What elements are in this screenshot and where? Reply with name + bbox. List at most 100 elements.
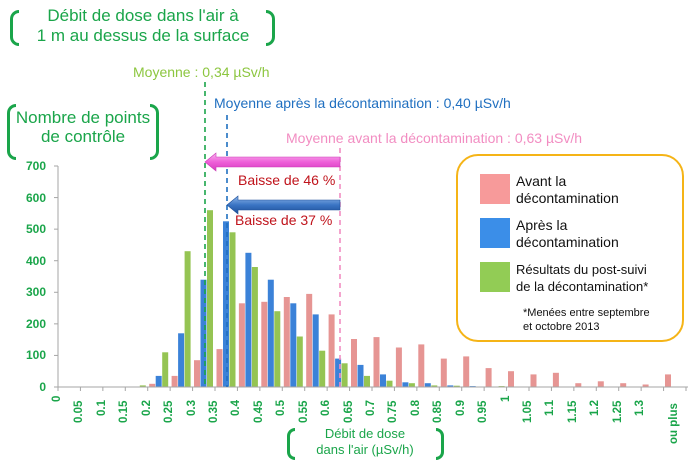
legend-swatch-post	[480, 262, 510, 292]
xtitle-bracket-right	[436, 428, 444, 460]
x-tick-label: 0.25	[163, 400, 176, 423]
x-tick-label: 0.55	[297, 400, 310, 423]
x-tick-label: 0.9	[454, 400, 467, 416]
bar	[395, 347, 402, 387]
y-tick-label: 500	[25, 222, 46, 237]
arrow-37-icon	[226, 195, 341, 215]
bar	[283, 297, 290, 387]
chart-title: Débit de dose dans l'air à 1 m au dessus…	[18, 6, 268, 46]
y-axis-title-line1: Nombre de points	[15, 108, 151, 127]
reduction-46-label: Baisse de 46 %	[238, 172, 336, 188]
x-tick-label: 1.15	[566, 400, 579, 423]
x-tick-label: 0.2	[140, 400, 153, 416]
reduction-37-label: Baisse de 37 %	[235, 212, 333, 228]
x-tick-label: 1.3	[634, 400, 647, 416]
bar	[155, 375, 162, 387]
x-tick-label: ou plus	[667, 403, 680, 444]
x-tick-label: 0.75	[387, 400, 400, 423]
bar	[530, 374, 537, 387]
bar	[418, 344, 425, 387]
title-bracket-left	[10, 10, 19, 46]
x-tick-label: 1.2	[589, 400, 602, 416]
x-tick-label: 1.05	[522, 400, 534, 423]
bar	[312, 314, 319, 387]
x-tick-label: 0.3	[185, 400, 198, 416]
x-tick-label: 0.05	[73, 400, 86, 423]
mean-before-label: Moyenne avant la décontamination : 0,63 …	[286, 130, 583, 146]
bar	[453, 385, 460, 387]
bar	[223, 221, 229, 388]
x-axis-title-line2: dans l'air (µSv/h)	[316, 442, 414, 457]
x-tick-label: 0.5	[275, 400, 288, 416]
bar	[184, 251, 191, 387]
bar	[238, 303, 245, 387]
bar	[251, 267, 258, 387]
ytitle-bracket-left	[7, 104, 16, 160]
bar	[207, 210, 213, 387]
y-tick-label: 100	[25, 348, 46, 363]
x-tick-label: 1.1	[544, 400, 557, 416]
bar	[440, 358, 447, 387]
y-tick-label: 300	[25, 285, 46, 300]
bar	[463, 356, 470, 387]
y-tick-label: 400	[25, 253, 46, 268]
bar	[431, 385, 438, 387]
x-tick-label: 0.95	[477, 400, 490, 423]
bar	[139, 385, 146, 387]
mean-post-label: Moyenne : 0,34 µSv/h	[133, 64, 270, 80]
legend: Avant la décontamination Après la décont…	[456, 154, 684, 342]
x-tick-label: 0.35	[208, 400, 220, 423]
x-tick-label: 0.6	[320, 400, 333, 416]
legend-label-before: Avant la décontamination	[516, 173, 619, 206]
bar	[328, 314, 335, 387]
chart-title-line2: 1 m au dessus de la surface	[36, 26, 250, 45]
legend-label-after: Après la décontamination	[516, 217, 619, 250]
x-tick-label: 0.7	[365, 400, 377, 416]
bar	[296, 336, 303, 387]
x-tick-label: 0.15	[118, 400, 131, 423]
bar	[216, 349, 223, 387]
bar	[351, 339, 357, 387]
bar	[162, 352, 169, 387]
y-tick-label: 200	[25, 316, 46, 331]
bar	[274, 311, 281, 387]
x-tick-label: 0.85	[432, 400, 445, 423]
bar	[194, 360, 200, 387]
bar	[485, 368, 492, 387]
legend-footnote: *Menées entre septembre et octobre 2013	[523, 307, 650, 333]
chart-title-line1: Débit de dose dans l'air à	[47, 6, 239, 25]
x-tick-label: 0.45	[252, 400, 265, 423]
bar	[597, 381, 604, 387]
bar	[364, 375, 370, 387]
x-axis-title: Débit de dose dans l'air (µSv/h)	[292, 426, 438, 458]
bar	[200, 279, 207, 387]
bar	[620, 383, 627, 387]
bar	[261, 301, 268, 387]
x-tick-label: 1	[499, 395, 512, 402]
bar	[357, 364, 364, 387]
x-tick-label: 0.8	[409, 400, 422, 416]
bar	[229, 232, 236, 387]
bar	[402, 382, 409, 387]
x-tick-label: 0.1	[95, 400, 108, 416]
x-axis-title-line1: Débit de dose	[324, 426, 406, 441]
bars-group	[139, 210, 671, 388]
title-bracket-right	[266, 10, 275, 46]
mean-after-label: Moyenne après la décontamination : 0,40 …	[214, 95, 511, 111]
bar	[245, 252, 252, 387]
y-axis-title: Nombre de points de contrôle	[10, 108, 156, 146]
bar	[380, 374, 386, 387]
arrow-46-icon	[204, 152, 341, 172]
legend-swatch-after	[480, 218, 510, 248]
bar	[341, 363, 348, 387]
bar	[408, 383, 415, 387]
bar	[386, 380, 393, 387]
bar	[665, 374, 671, 387]
legend-swatch-before	[480, 174, 510, 204]
bar	[306, 293, 313, 387]
bar	[149, 383, 156, 387]
x-tick-label: 1.25	[611, 400, 624, 423]
bar	[335, 358, 342, 387]
x-tick-label: 0.4	[230, 400, 243, 416]
